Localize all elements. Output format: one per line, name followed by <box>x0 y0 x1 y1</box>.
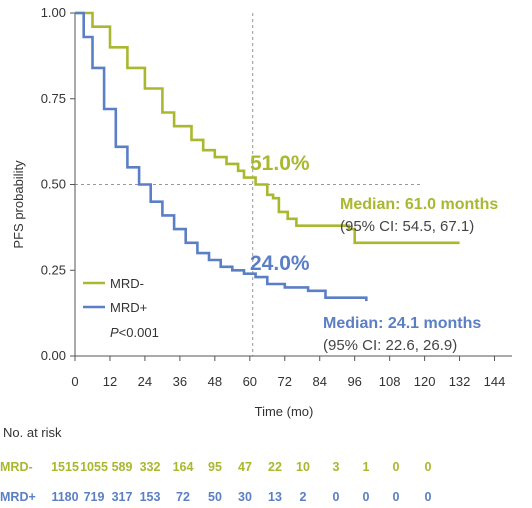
series-curves <box>75 11 460 302</box>
p-value-label: P<0.001 <box>110 325 159 340</box>
risk-count: 50 <box>208 490 222 504</box>
risk-count: 719 <box>84 490 105 504</box>
series-line-mrd-positive <box>75 11 368 302</box>
legend: MRD- MRD+ P<0.001 <box>83 276 159 340</box>
risk-count: 1180 <box>51 490 78 504</box>
y-tick-label: 0.75 <box>41 91 66 106</box>
x-tick-label: 36 <box>173 374 187 389</box>
mrd-positive-ci-label: (95% CI: 22.6, 26.9) <box>323 337 457 354</box>
risk-row-label: MRD+ <box>0 490 36 504</box>
x-tick-label: 84 <box>312 374 326 389</box>
risk-count: 10 <box>296 460 310 474</box>
x-tick-label: 96 <box>347 374 361 389</box>
risk-count: 1055 <box>80 460 108 474</box>
risk-count: 332 <box>140 460 161 474</box>
risk-count: 30 <box>238 490 252 504</box>
series-line-mrd-negative <box>75 11 460 245</box>
annotations: 51.0% Median: 61.0 months (95% CI: 54.5, 6… <box>250 152 498 354</box>
risk-count: 153 <box>140 490 161 504</box>
risk-count: 0 <box>393 490 400 504</box>
legend-label-mrd-negative: MRD- <box>110 276 144 291</box>
x-tick-label: 60 <box>243 374 257 389</box>
risk-table-title: No. at risk <box>3 425 62 440</box>
risk-count: 2 <box>300 490 307 504</box>
risk-count: 0 <box>425 490 432 504</box>
x-tick-label: 108 <box>379 374 401 389</box>
x-tick-label: 48 <box>208 374 222 389</box>
x-tick-label: 120 <box>414 374 436 389</box>
p-value-prefix: P <box>110 325 119 340</box>
x-tick-label: 72 <box>278 374 292 389</box>
p-value-text: <0.001 <box>119 325 159 340</box>
risk-count: 589 <box>112 460 133 474</box>
mrd-negative-median-label: Median: 61.0 months <box>340 196 498 213</box>
y-axis-title: PFS probability <box>11 160 26 249</box>
y-tick-label: 0.00 <box>41 348 66 363</box>
risk-count: 0 <box>425 460 432 474</box>
risk-count: 1515 <box>51 460 79 474</box>
risk-count: 3 <box>333 460 340 474</box>
risk-count: 317 <box>112 490 133 504</box>
mrd-positive-pct-label: 24.0% <box>250 252 310 275</box>
risk-count: 0 <box>363 490 370 504</box>
risk-count: 22 <box>268 460 282 474</box>
x-tick-label: 0 <box>71 374 78 389</box>
legend-label-mrd-positive: MRD+ <box>110 300 147 315</box>
y-tick-label: 0.50 <box>41 177 66 192</box>
risk-count: 72 <box>176 490 190 504</box>
risk-count: 0 <box>393 460 400 474</box>
mrd-negative-pct-label: 51.0% <box>250 152 310 175</box>
risk-count: 0 <box>333 490 340 504</box>
y-tick-label: 0.25 <box>41 262 66 277</box>
x-axis-title: Time (mo) <box>255 404 314 419</box>
mrd-negative-ci-label: (95% CI: 54.5, 67.1) <box>340 218 474 235</box>
y-tick-label: 1.00 <box>41 5 66 20</box>
axes: 0.00 0.25 0.50 0.75 1.00 0 12 24 36 48 60 72 84 96 108… <box>11 5 512 419</box>
x-tick-label: 132 <box>449 374 471 389</box>
x-tick-label: 12 <box>103 374 117 389</box>
x-tick-label: 24 <box>138 374 152 389</box>
risk-count: 95 <box>208 460 222 474</box>
risk-count: 1 <box>363 460 370 474</box>
risk-count: 164 <box>173 460 194 474</box>
x-tick-label: 144 <box>484 374 506 389</box>
risk-count: 13 <box>268 490 282 504</box>
risk-count: 47 <box>238 460 252 474</box>
mrd-positive-median-label: Median: 24.1 months <box>323 315 481 332</box>
risk-row-label: MRD- <box>0 460 33 474</box>
